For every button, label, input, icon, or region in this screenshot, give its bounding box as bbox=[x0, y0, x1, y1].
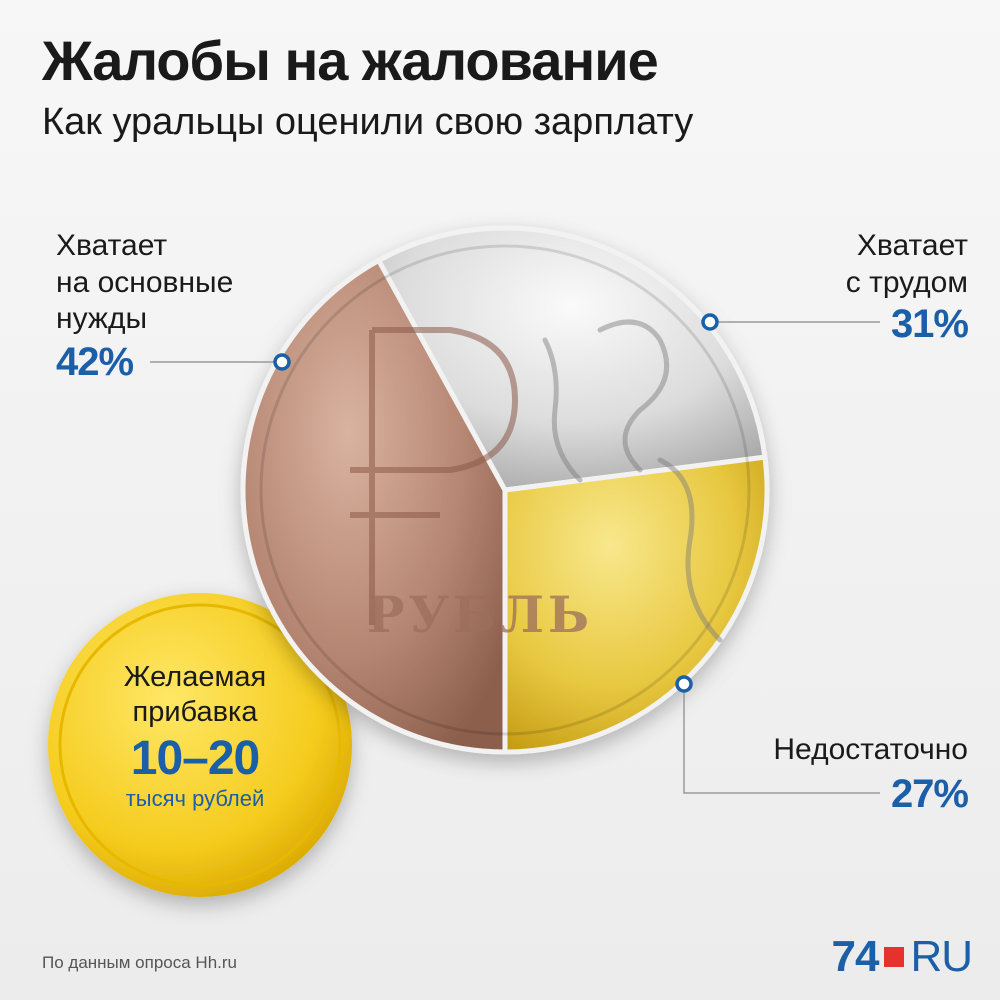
wish-badge-coin bbox=[48, 593, 352, 897]
logo-number: 74 bbox=[831, 932, 879, 981]
badge-line2: прибавка bbox=[132, 695, 258, 728]
source-note: По данным опроса Hh.ru bbox=[42, 953, 237, 972]
leader-dot-insufficient bbox=[675, 675, 693, 693]
badge-coin-body bbox=[48, 593, 352, 897]
pct-hardly-enough: 31% bbox=[890, 302, 969, 346]
label-insufficient: Недостаточно bbox=[773, 732, 968, 769]
label-hardly-enough: Хватает с трудом bbox=[846, 228, 968, 301]
ruble-sign-relief bbox=[350, 327, 518, 625]
badge-unit: тысяч рублей bbox=[125, 786, 265, 812]
label-basic-needs-line1: Хватает bbox=[56, 229, 168, 262]
badge-value: 10–20 bbox=[130, 731, 260, 785]
page-subtitle: Как уральцы оценили свою зарплату bbox=[42, 101, 694, 143]
slice-insufficient bbox=[502, 454, 770, 755]
floral-relief bbox=[542, 319, 723, 643]
pct-insufficient: 27% bbox=[890, 772, 969, 816]
pie-slices bbox=[240, 225, 770, 755]
label-hardly-enough-line1: Хватает bbox=[856, 229, 968, 262]
leader-insufficient bbox=[683, 684, 880, 794]
brand-logo[interactable]: 74 RU bbox=[831, 932, 973, 981]
logo-square-icon bbox=[884, 947, 905, 967]
pct-basic-needs: 42% bbox=[56, 340, 134, 384]
page-title: Жалобы на жалование bbox=[42, 29, 659, 92]
logo-ru: RU bbox=[910, 932, 973, 981]
slice-hardly-enough bbox=[375, 225, 768, 493]
wish-badge-text: Желаемая прибавка 10–20 тысяч рублей bbox=[90, 660, 300, 811]
label-basic-needs: Хватает на основные нужды bbox=[56, 228, 233, 338]
leader-lines bbox=[150, 313, 880, 794]
badge-coin-rim bbox=[58, 603, 342, 887]
leader-dot-basic-needs bbox=[273, 353, 291, 371]
badge-line1: Желаемая bbox=[123, 661, 267, 693]
label-insufficient-line1: Недостаточно bbox=[773, 733, 968, 766]
label-basic-needs-line2: на основные bbox=[56, 265, 234, 299]
leader-dot-hardly-enough bbox=[701, 313, 719, 331]
label-basic-needs-line3: нужды bbox=[56, 302, 148, 336]
coin-inscription: РУБЛЬ bbox=[367, 585, 593, 644]
label-hardly-enough-line2: с трудом bbox=[845, 265, 968, 299]
coin-inner-rim bbox=[259, 244, 751, 736]
